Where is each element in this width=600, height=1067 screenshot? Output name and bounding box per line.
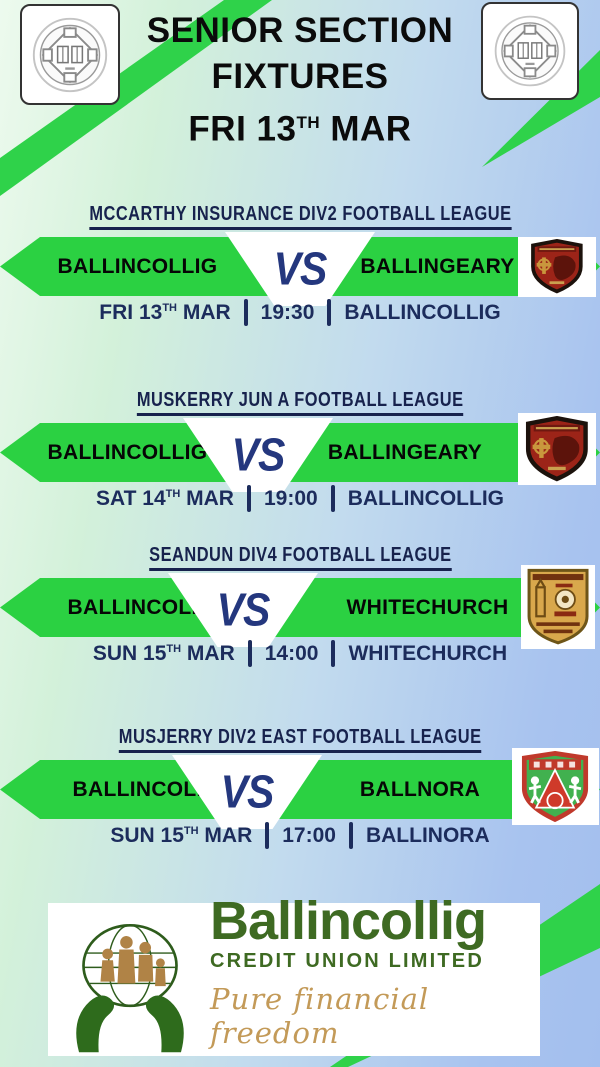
ballingeary-club-crest-icon (526, 415, 588, 482)
league-title: SEANDUN DIV4 FOOTBALL LEAGUE (0, 544, 600, 571)
home-team-name: BALLINCOLLIG (57, 254, 218, 278)
home-team-name: BALLINCOLLIG (47, 440, 208, 464)
fixture-time: 19:00 (263, 486, 318, 510)
fixture-date: SAT 14TH MAR (95, 486, 234, 510)
title-date-ordinal: TH (296, 113, 321, 132)
vs-label: VS (220, 765, 275, 818)
sponsor-name: Ballincollig (210, 891, 487, 951)
separator-bar (331, 640, 336, 667)
fixture-details: SUN 15TH MAR 17:00 BALLINORA (0, 822, 600, 849)
fixture-venue: BALLINCOLLIG (347, 486, 504, 510)
sponsor-subtitle: CREDIT UNION LIMITED (210, 950, 484, 972)
league-title: MUSKERRY JUN A FOOTBALL LEAGUE (0, 389, 600, 416)
sponsor-banner: Ballincollig CREDIT UNION LIMITED Pure f… (48, 893, 540, 1056)
away-team-name: BALLINGEARY (327, 440, 483, 464)
away-team-crest (518, 237, 596, 297)
ballincollig-gaa-club-crest-icon (494, 15, 566, 87)
fixture-date: FRI 13TH MAR (99, 300, 231, 324)
away-team-crest (521, 565, 595, 649)
ballingeary-club-crest-icon (531, 239, 583, 294)
separator-bar (247, 640, 252, 667)
fixture-venue: BALLINORA (365, 823, 490, 847)
fixture-card-1: MCCARTHY INSURANCE DIV2 FOOTBALL LEAGUE … (0, 203, 600, 338)
fixture-venue: WHITECHURCH (348, 641, 508, 665)
fixture-card-3: SEANDUN DIV4 FOOTBALL LEAGUE BALLINCOLLI… (0, 544, 600, 679)
club-crest-card-left (20, 4, 120, 105)
sponsor-tagline: Pure financial freedom (210, 982, 430, 1050)
away-team-crest (512, 748, 599, 825)
separator-bar (348, 822, 353, 849)
separator-bar (330, 485, 335, 512)
fixture-date: SUN 15TH MAR (110, 823, 253, 847)
poster-title: SENIOR SECTION FIXTURES FRI 13TH MAR (112, 8, 488, 153)
fixture-time: 14:00 (264, 641, 319, 665)
title-line-2: FIXTURES (211, 57, 389, 96)
away-team-name: BALLINGEARY (360, 254, 515, 278)
vs-label: VS (273, 242, 328, 295)
separator-bar (327, 299, 332, 326)
ballincollig-gaa-club-crest-icon (32, 17, 108, 92)
separator-bar (265, 822, 270, 849)
vs-label: VS (216, 583, 271, 636)
away-team-name: BALLNORA (359, 777, 481, 801)
fixture-date: SUN 15TH MAR (92, 641, 235, 665)
league-title: MCCARTHY INSURANCE DIV2 FOOTBALL LEAGUE (0, 203, 600, 230)
fixture-details: SUN 15TH MAR 14:00 WHITECHURCH (0, 640, 600, 667)
fixture-time: 19:30 (260, 300, 315, 324)
away-team-crest (518, 413, 596, 485)
title-line-1: SENIOR SECTION (146, 11, 454, 50)
away-team-name: WHITECHURCH (346, 595, 509, 619)
fixture-time: 17:00 (282, 823, 336, 847)
separator-bar (246, 485, 251, 512)
ballinora-club-crest-icon (522, 751, 589, 822)
fixture-details: SAT 14TH MAR 19:00 BALLINCOLLIG (0, 485, 600, 512)
fixture-venue: BALLINCOLLIG (344, 300, 501, 324)
fixture-card-2: MUSKERRY JUN A FOOTBALL LEAGUE BALLINCOL… (0, 389, 600, 524)
fixture-card-4: MUSJERRY DIV2 EAST FOOTBALL LEAGUE BALLI… (0, 726, 600, 861)
title-line-3: FRI 13TH MAR (188, 109, 412, 149)
league-title: MUSJERRY DIV2 EAST FOOTBALL LEAGUE (0, 726, 600, 753)
whitechurch-club-crest-icon (527, 569, 589, 645)
fixture-details: FRI 13TH MAR 19:30 BALLINCOLLIG (0, 299, 600, 326)
club-crest-card-right (481, 2, 579, 100)
vs-label: VS (231, 428, 286, 481)
sponsor-text-block: Ballincollig CREDIT UNION LIMITED Pure f… (210, 893, 532, 1056)
separator-bar (243, 299, 248, 326)
credit-union-hands-globe-logo-icon (76, 923, 184, 1053)
